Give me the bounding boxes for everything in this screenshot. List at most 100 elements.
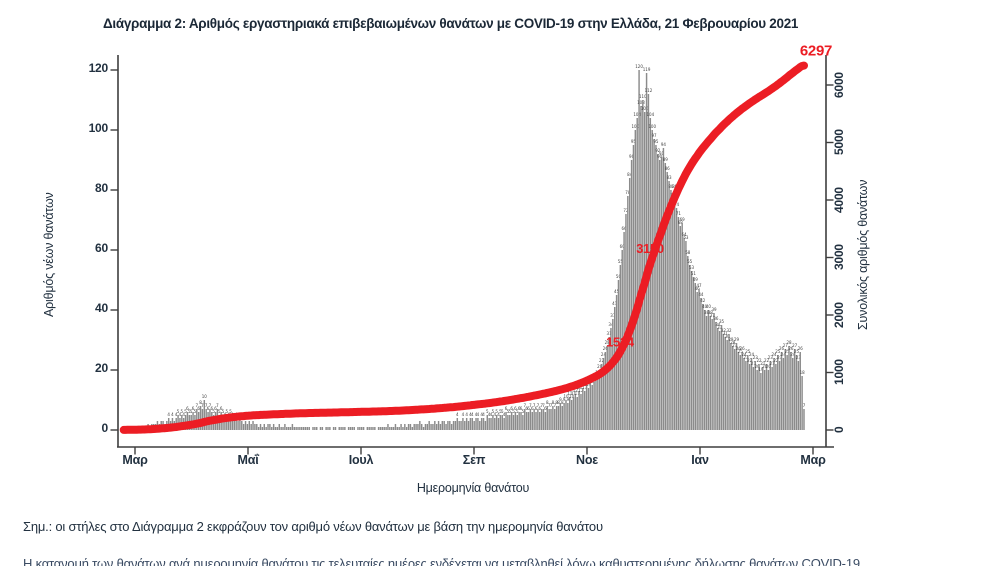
bar-daily-deaths (357, 427, 359, 430)
bar-daily-deaths (775, 364, 777, 430)
bar-daily-deaths (595, 379, 597, 430)
bar-daily-deaths (252, 421, 254, 430)
bar-value-label: 27 (783, 343, 789, 348)
bar-daily-deaths (638, 70, 640, 430)
bar-value-label: 104 (646, 112, 654, 117)
bar-value-label: 83 (667, 175, 673, 180)
bar-value-label: 29 (728, 337, 734, 342)
bar-daily-deaths (784, 349, 786, 430)
bar-daily-deaths (576, 397, 578, 430)
bar-value-label: 20 (755, 364, 761, 369)
bar-value-label: 4 (488, 412, 491, 417)
bar-daily-deaths (792, 358, 794, 430)
bar-daily-deaths (778, 361, 781, 430)
bar-value-label: 46 (695, 286, 701, 291)
bar-daily-deaths (767, 370, 770, 430)
y-right-tick-2000: 2000 (832, 302, 846, 328)
x-tick-mar2: Μαρ (800, 453, 826, 467)
bar-daily-deaths (762, 367, 764, 430)
bar-daily-deaths (475, 418, 477, 430)
bar-value-label: 7 (533, 403, 536, 408)
bar-daily-deaths (314, 427, 316, 430)
bar-daily-deaths (422, 427, 425, 430)
bar-daily-deaths (385, 427, 387, 430)
bar-value-label: 58 (685, 250, 691, 255)
bar-value-label: 34 (608, 322, 614, 327)
bar-daily-deaths (720, 325, 723, 430)
bar-daily-deaths (263, 424, 265, 430)
x-tick-mai: Μαΐ (237, 453, 259, 467)
bar-daily-deaths (664, 163, 667, 430)
bar-daily-deaths (372, 427, 374, 430)
bar-daily-deaths (413, 424, 415, 430)
bar-value-label: 7 (209, 403, 212, 408)
bar-value-label: 18 (800, 370, 806, 375)
bar-value-label: 4 (494, 412, 497, 417)
bar-value-label: 64 (682, 232, 688, 237)
bar-daily-deaths (692, 277, 695, 430)
bar-value-label: 10 (569, 394, 575, 399)
bar-daily-deaths (662, 148, 665, 430)
bar-daily-deaths (404, 424, 406, 430)
bar-daily-deaths (645, 73, 648, 430)
bar-value-label: 92 (655, 148, 661, 153)
bar-daily-deaths (301, 427, 303, 430)
bar-value-label: 7 (216, 403, 219, 408)
bar-daily-deaths (432, 424, 434, 430)
bar-daily-deaths (584, 391, 586, 430)
bar-value-label: 5 (501, 409, 504, 414)
bar-daily-deaths (658, 160, 661, 430)
bar-value-label: 120 (635, 64, 643, 69)
bar-daily-deaths (666, 172, 668, 430)
bar-value-label: 6 (197, 406, 200, 411)
bar-value-label: 5 (181, 409, 184, 414)
bar-daily-deaths (497, 418, 500, 430)
bar-value-label: 44 (698, 292, 704, 297)
bar-value-label: 22 (747, 358, 753, 363)
bar-value-label: 23 (743, 355, 749, 360)
bar-daily-deaths (537, 409, 539, 430)
bar-value-label: 5 (492, 409, 495, 414)
bar-daily-deaths (763, 370, 766, 430)
bar-daily-deaths (265, 427, 267, 430)
bar-daily-deaths (604, 352, 607, 430)
bar-value-label: 11 (575, 391, 581, 396)
bar-daily-deaths (430, 424, 432, 430)
bar-value-label: 7 (205, 403, 208, 408)
bar-daily-deaths (390, 427, 393, 430)
bar-value-label: 19 (758, 367, 764, 372)
bar-daily-deaths (456, 418, 459, 430)
bar-daily-deaths (612, 319, 614, 430)
bar-daily-deaths (732, 346, 734, 430)
bar-value-label: 38 (704, 310, 710, 315)
bar-value-label: 14 (586, 382, 592, 387)
bar-value-label: 20 (597, 364, 603, 369)
bar-value-label: 31 (607, 331, 613, 336)
bar-daily-deaths (389, 427, 391, 430)
clipped-footnote: Η κατανομή των θανάτων ανά ημερομηνία θα… (23, 556, 860, 566)
bar-daily-deaths (713, 313, 715, 430)
bar-daily-deaths (424, 424, 427, 430)
bar-daily-deaths (306, 427, 309, 430)
bar-value-label: 5 (512, 409, 515, 414)
bar-daily-deaths (370, 427, 372, 430)
bar-daily-deaths (280, 427, 282, 430)
bar-daily-deaths (739, 355, 741, 430)
bar-daily-deaths (452, 421, 455, 430)
bar-daily-deaths (685, 241, 687, 430)
bar-daily-deaths (730, 343, 732, 430)
bar-daily-deaths (420, 424, 423, 430)
bar-daily-deaths (758, 364, 760, 430)
bar-daily-deaths (634, 130, 637, 430)
bar-value-label: 23 (768, 355, 774, 360)
bar-value-label: 100 (648, 124, 656, 129)
y-left-tick-80: 80 (95, 181, 108, 195)
bar-daily-deaths (657, 154, 659, 430)
bar-daily-deaths (437, 421, 440, 430)
bar-daily-deaths (469, 418, 472, 430)
bar-daily-deaths (394, 424, 397, 430)
bar-value-label: 4 (490, 412, 493, 417)
bar-daily-deaths (782, 358, 785, 430)
bar-daily-deaths (593, 382, 595, 430)
